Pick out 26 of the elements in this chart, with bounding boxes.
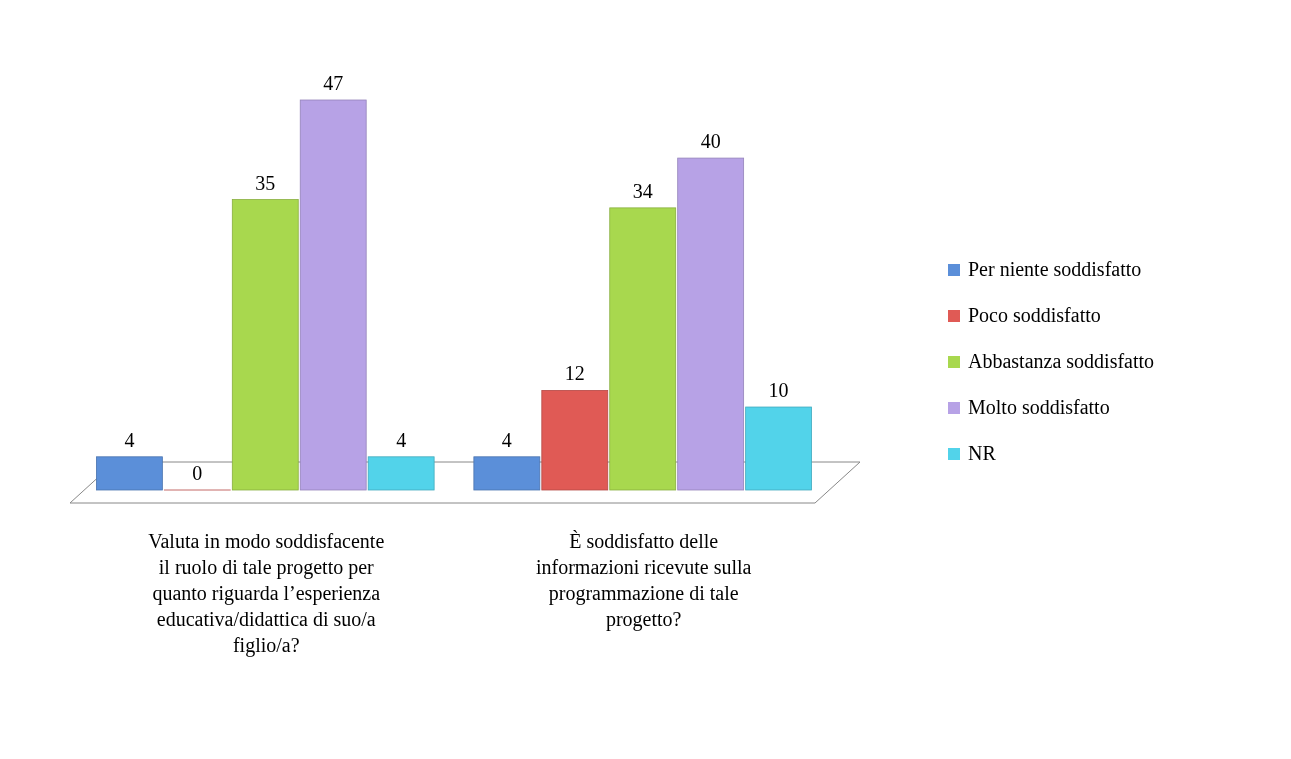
data-label: 4 bbox=[396, 428, 407, 451]
bar bbox=[299, 99, 367, 491]
data-label: 47 bbox=[323, 72, 344, 94]
legend-label: NR bbox=[968, 442, 997, 464]
bar bbox=[677, 157, 745, 491]
legend-label: Molto soddisfatto bbox=[968, 396, 1110, 418]
data-label: 4 bbox=[124, 428, 135, 451]
legend-label: Abbastanza soddisfatto bbox=[968, 350, 1155, 372]
x-tick-label: Valuta in modo soddisfacente il ruolo di tale progetto per quanto riguarda l’esperienza educativa/didattica di suo/a figlio/a? bbox=[148, 530, 385, 657]
bar bbox=[367, 456, 435, 491]
bar bbox=[541, 390, 609, 491]
bar bbox=[96, 456, 163, 491]
bar bbox=[231, 199, 299, 491]
data-label: 40 bbox=[700, 130, 721, 153]
data-label: 35 bbox=[255, 171, 276, 194]
data-label: 10 bbox=[768, 379, 789, 402]
bar bbox=[745, 406, 812, 491]
data-label: 12 bbox=[564, 362, 585, 385]
bar bbox=[609, 207, 677, 491]
x-tick-label: È soddisfatto delle informazioni ricevute sulla programmazione di tale progetto? bbox=[535, 530, 752, 631]
data-label: 0 bbox=[192, 462, 203, 484]
legend-label: Per niente soddisfatto bbox=[968, 258, 1142, 280]
bar bbox=[473, 456, 541, 491]
data-label: 4 bbox=[501, 428, 512, 451]
data-label: 34 bbox=[632, 179, 653, 202]
legend-label: Poco soddisfatto bbox=[968, 304, 1101, 326]
